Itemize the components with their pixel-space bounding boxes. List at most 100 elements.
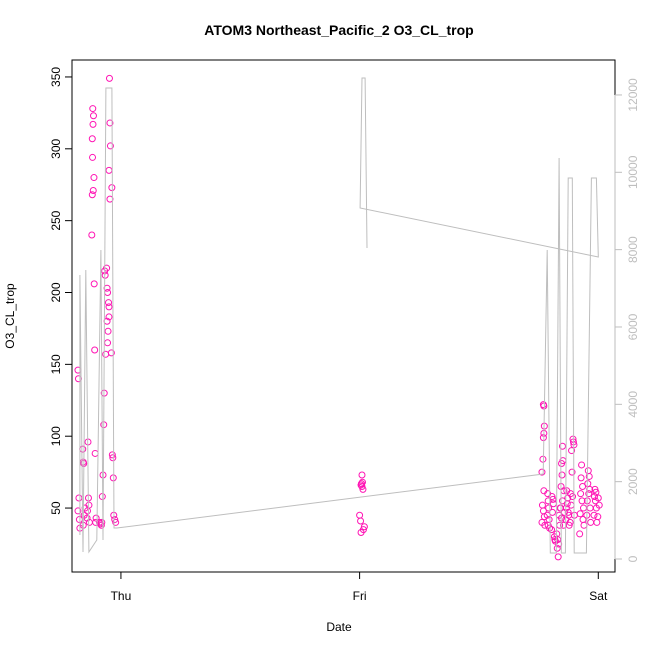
data-point <box>577 490 585 498</box>
data-point <box>357 528 365 536</box>
data-point <box>356 511 364 519</box>
data-point <box>104 327 112 335</box>
data-point <box>590 493 598 501</box>
data-point <box>91 449 99 457</box>
data-point <box>558 442 566 450</box>
data-point <box>595 501 603 509</box>
plot-box <box>71 59 616 573</box>
data-point <box>112 518 120 526</box>
data-point <box>567 501 575 509</box>
y-tick-label: 300 <box>49 138 63 158</box>
chart-title: ATOM3 Northeast_Pacific_2 O3_CL_trop <box>204 22 473 38</box>
data-point <box>576 510 584 518</box>
data-point <box>75 494 83 502</box>
y-tick-label: 50 <box>49 501 63 515</box>
data-point <box>553 544 561 552</box>
y-tick-label: 350 <box>49 67 63 87</box>
data-point <box>105 303 113 311</box>
data-point <box>554 536 562 544</box>
data-point <box>592 488 600 496</box>
data-point <box>89 120 97 128</box>
y-axis-label: O3_CL_trop <box>3 283 17 349</box>
data-point <box>105 166 113 174</box>
line-series <box>79 77 599 554</box>
data-point <box>563 500 571 508</box>
data-point <box>79 445 87 453</box>
data-point <box>585 472 593 480</box>
data-point <box>538 468 546 476</box>
data-point <box>108 184 116 192</box>
data-point <box>88 191 96 199</box>
data-point <box>568 447 576 455</box>
data-point <box>89 105 97 113</box>
data-point <box>590 511 598 519</box>
y2-tick-label: 6000 <box>626 313 640 340</box>
data-point <box>587 518 595 526</box>
data-point <box>548 493 556 501</box>
data-point <box>579 504 587 512</box>
data-point <box>558 460 566 468</box>
x-axis-label: Date <box>326 620 352 634</box>
data-point <box>105 313 113 321</box>
data-point <box>89 112 97 120</box>
data-point <box>357 517 365 525</box>
data-point <box>566 518 574 526</box>
data-point <box>576 530 584 538</box>
data-point <box>357 481 365 489</box>
data-point <box>106 119 114 127</box>
y2-tick-label: 2000 <box>626 468 640 495</box>
data-point <box>111 516 119 524</box>
data-point <box>544 497 552 505</box>
y-tick-label: 100 <box>49 426 63 446</box>
data-point <box>548 526 556 534</box>
data-point <box>106 142 114 150</box>
y-tick-label: 150 <box>49 354 63 374</box>
data-point <box>107 349 115 357</box>
data-point <box>358 471 366 479</box>
y-tick-label: 250 <box>49 210 63 230</box>
data-point <box>558 471 566 479</box>
data-point <box>569 493 577 501</box>
data-point <box>584 467 592 475</box>
data-point <box>554 553 562 561</box>
y2-tick-label: 0 <box>626 555 640 562</box>
data-point <box>106 195 114 203</box>
data-point <box>104 339 112 347</box>
data-point <box>108 451 116 459</box>
data-point <box>579 482 587 490</box>
data-point <box>88 135 96 143</box>
y2-tick-label: 12000 <box>626 78 640 112</box>
data-point <box>83 514 91 522</box>
data-point <box>88 231 96 239</box>
data-point <box>578 461 586 469</box>
data-point <box>358 482 366 490</box>
y-tick-label: 200 <box>49 282 63 302</box>
data-point <box>109 454 117 462</box>
data-point <box>105 74 113 82</box>
data-point <box>359 485 367 493</box>
data-point <box>104 289 112 297</box>
data-point <box>539 455 547 463</box>
x-tick-label: Thu <box>111 589 132 603</box>
data-point <box>102 350 110 358</box>
y2-tick-label: 4000 <box>626 391 640 418</box>
data-point <box>538 501 546 509</box>
data-point <box>360 523 368 531</box>
data-point <box>90 174 98 182</box>
data-point <box>97 521 105 529</box>
data-point <box>578 497 586 505</box>
data-point <box>105 299 113 307</box>
data-point <box>90 280 98 288</box>
data-point <box>586 485 594 493</box>
data-point <box>92 514 100 522</box>
data-point <box>568 468 576 476</box>
data-point <box>594 494 602 502</box>
data-point <box>585 490 593 498</box>
data-point <box>577 474 585 482</box>
data-point <box>91 346 99 354</box>
data-point <box>586 504 594 512</box>
data-point <box>84 507 92 515</box>
data-point <box>580 521 588 529</box>
data-point <box>565 521 573 529</box>
data-point <box>89 153 97 161</box>
